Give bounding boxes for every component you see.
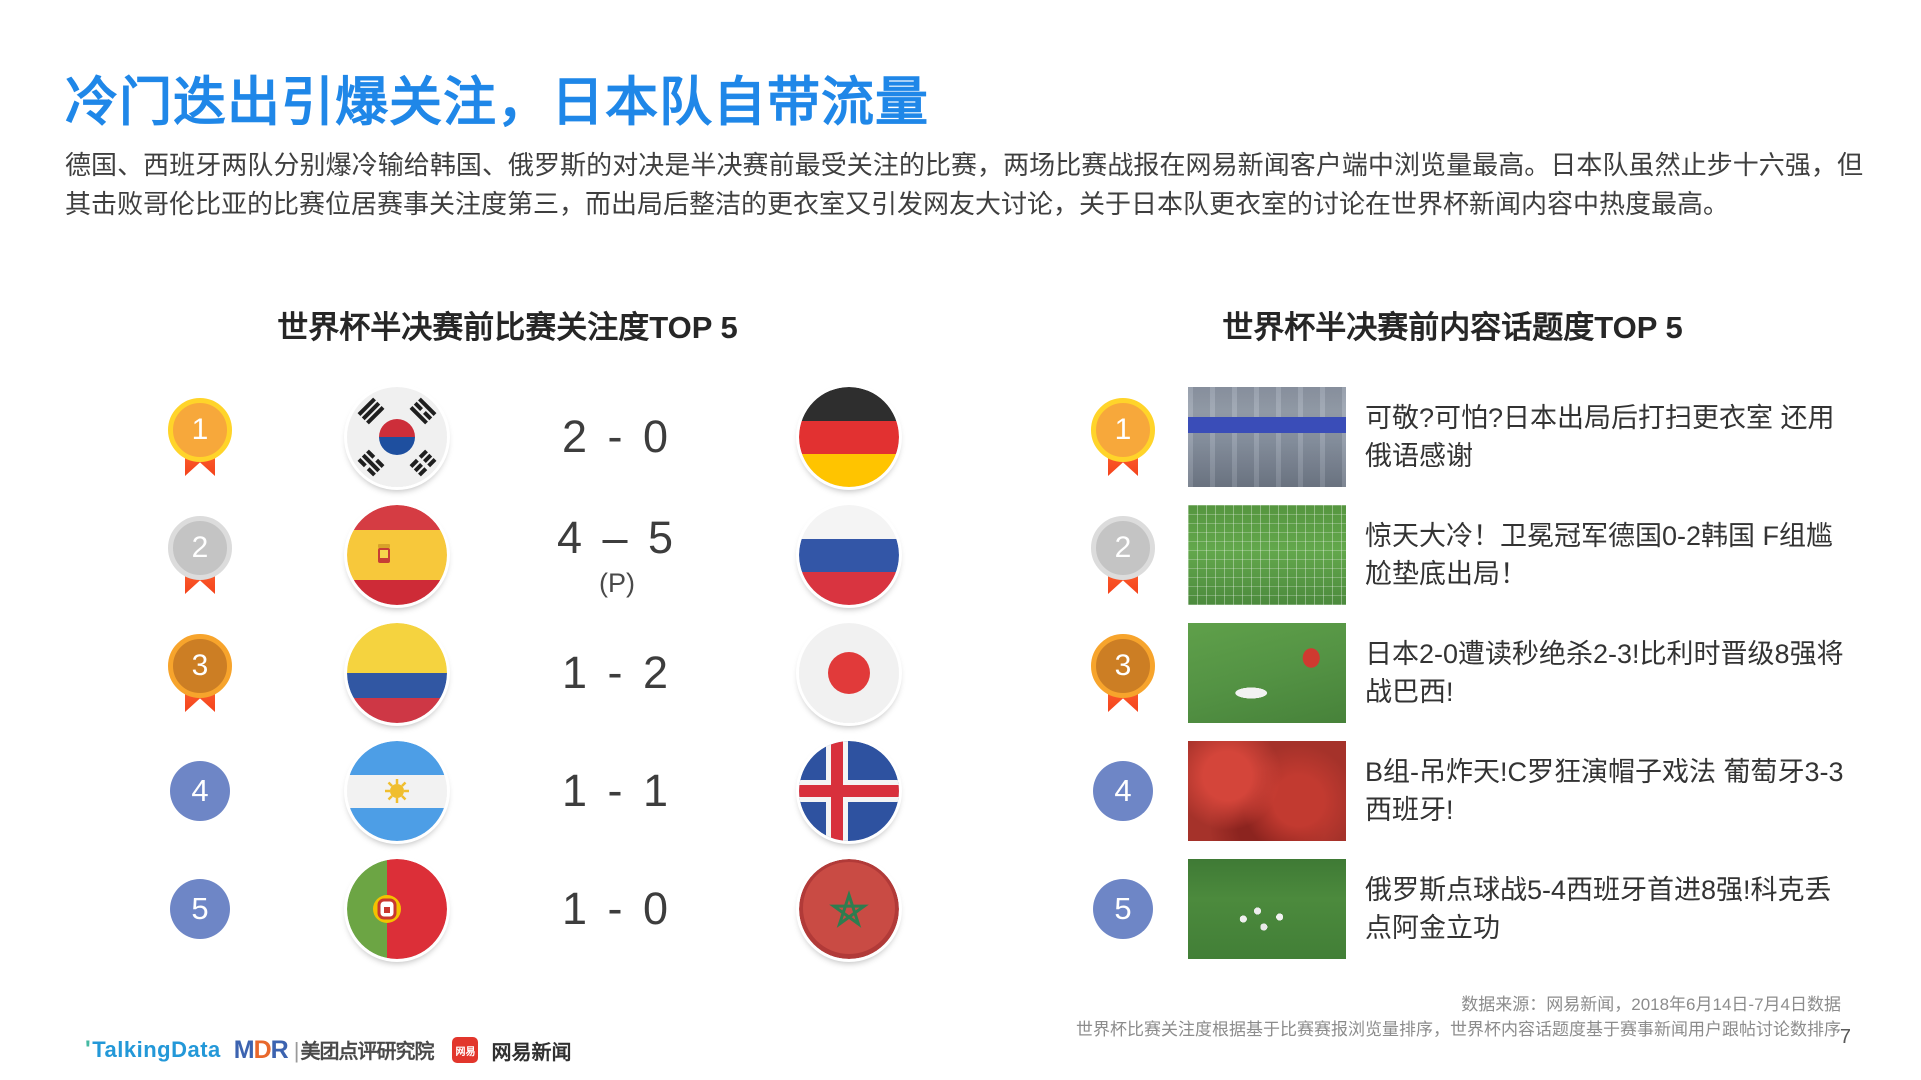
flag-japan-icon: [799, 623, 899, 723]
rank-1-medal-icon: 1: [168, 398, 232, 476]
news-thumbnail-goal-scene: [1188, 505, 1346, 605]
news-headline: 日本2-0遭读秒绝杀2-3!比利时晋级8强将战巴西!: [1365, 639, 1844, 707]
flag-russia-icon: [799, 505, 899, 605]
match-row-3: 3 1 - 2: [130, 614, 940, 732]
page-number: 7: [1839, 1026, 1851, 1048]
rank-2-medal-icon: 2: [168, 516, 232, 594]
talkingdata-logo: 'TalkingData: [85, 1036, 221, 1063]
flag-portugal-icon: [347, 859, 447, 959]
footer-logos: 'TalkingData MDR | 美团点评研究院 网易 网易新闻: [85, 1034, 571, 1066]
rank-number: 1: [168, 398, 232, 462]
source-line-1: 数据来源：网易新闻，2018年6月14日-7月4日数据: [1461, 995, 1841, 1014]
rank-3-medal-icon: 3: [168, 634, 232, 712]
right-panel-title: 世界杯半决赛前内容话题度TOP 5: [1222, 310, 1683, 345]
match-score: 1 - 0: [561, 883, 673, 934]
match-score: 1 - 1: [561, 765, 673, 816]
mdr-meituan-dianping-logo: MDR | 美团点评研究院: [233, 1036, 435, 1064]
source-line-2: 世界杯比赛关注度根据基于比赛赛报浏览量排序，世界杯内容话题度基于赛事新闻用户跟帖…: [1076, 1020, 1841, 1039]
score-box: 1 - 1: [497, 732, 737, 850]
rank-3-medal-icon: 3: [1091, 634, 1155, 712]
match-row-2: 2 4 – 5 (P): [130, 496, 940, 614]
rank-5-badge: 5: [170, 879, 230, 939]
talkingdata-mark-icon: ': [85, 1036, 92, 1063]
rank-number: 3: [1091, 634, 1155, 698]
match-row-4: 4 1 - 1: [130, 732, 940, 850]
rank-number: 1: [1091, 398, 1155, 462]
netease-app-icon: 网易: [452, 1037, 479, 1063]
score-box: 4 – 5 (P): [497, 496, 737, 614]
news-row-2: 2 惊天大冷！卫冕冠军德国0-2韩国 F组尴尬垫底出局！: [1090, 496, 1890, 614]
news-thumbnail-red-crowd: [1188, 741, 1346, 841]
rank-number: 3: [168, 634, 232, 698]
rank-4-badge: 4: [170, 761, 230, 821]
news-thumbnail-pitch-players: [1188, 623, 1346, 723]
netease-news-logo: 网易新闻: [491, 1041, 572, 1064]
rank-4-badge: 4: [1093, 761, 1153, 821]
rank-2-medal-icon: 2: [1091, 516, 1155, 594]
flag-germany-icon: [799, 387, 899, 487]
news-headline: 俄罗斯点球战5-4西班牙首进8强!科克丢点阿金立功: [1365, 875, 1832, 943]
match-row-1: 1 2 - 0: [130, 378, 940, 496]
match-row-5: 5 1 - 0: [130, 850, 940, 968]
news-headline: B组-吊炸天!C罗狂演帽子戏法 葡萄牙3-3西班牙!: [1365, 757, 1844, 825]
news-headline: 可敬?可怕?日本出局后打扫更衣室 还用俄语感谢: [1365, 403, 1835, 471]
flag-colombia-icon: [347, 623, 447, 723]
flag-morocco-icon: [799, 859, 899, 959]
rank-5-badge: 5: [1093, 879, 1153, 939]
news-row-1: 1 可敬?可怕?日本出局后打扫更衣室 还用俄语感谢: [1090, 378, 1890, 496]
data-source-note: 数据来源：网易新闻，2018年6月14日-7月4日数据 世界杯比赛关注度根据基于…: [1076, 992, 1841, 1042]
score-box: 1 - 0: [497, 850, 737, 968]
match-score: 1 - 2: [561, 647, 673, 698]
news-thumbnail-locker-room: [1188, 387, 1346, 487]
news-headline: 惊天大冷！卫冕冠军德国0-2韩国 F组尴尬垫底出局！: [1365, 521, 1834, 589]
flag-iceland-icon: [799, 741, 899, 841]
rank-number: 2: [168, 516, 232, 580]
score-box: 1 - 2: [497, 614, 737, 732]
news-row-3: 3 日本2-0遭读秒绝杀2-3!比利时晋级8强将战巴西!: [1090, 614, 1890, 732]
flag-argentina-icon: [347, 741, 447, 841]
flag-spain-icon: [347, 505, 447, 605]
match-score: 2 - 0: [561, 411, 673, 462]
news-row-4: 4 B组-吊炸天!C罗狂演帽子戏法 葡萄牙3-3西班牙!: [1090, 732, 1890, 850]
news-row-5: 5 俄罗斯点球战5-4西班牙首进8强!科克丢点阿金立功: [1090, 850, 1890, 968]
rank-number: 2: [1091, 516, 1155, 580]
news-thumbnail-celebration: [1188, 859, 1346, 959]
match-score: 4 – 5: [556, 511, 678, 563]
intro-paragraph: 德国、西班牙两队分别爆冷输给韩国、俄罗斯的对决是半决赛前最受关注的比赛，两场比赛…: [65, 150, 1863, 219]
flag-south-korea-icon: [347, 387, 447, 487]
left-panel-title: 世界杯半决赛前比赛关注度TOP 5: [277, 310, 738, 345]
page-title: 冷门迭出引爆关注，日本队自带流量: [65, 73, 929, 132]
score-box: 2 - 0: [497, 378, 737, 496]
rank-1-medal-icon: 1: [1091, 398, 1155, 476]
penalty-note: (P): [599, 567, 635, 598]
